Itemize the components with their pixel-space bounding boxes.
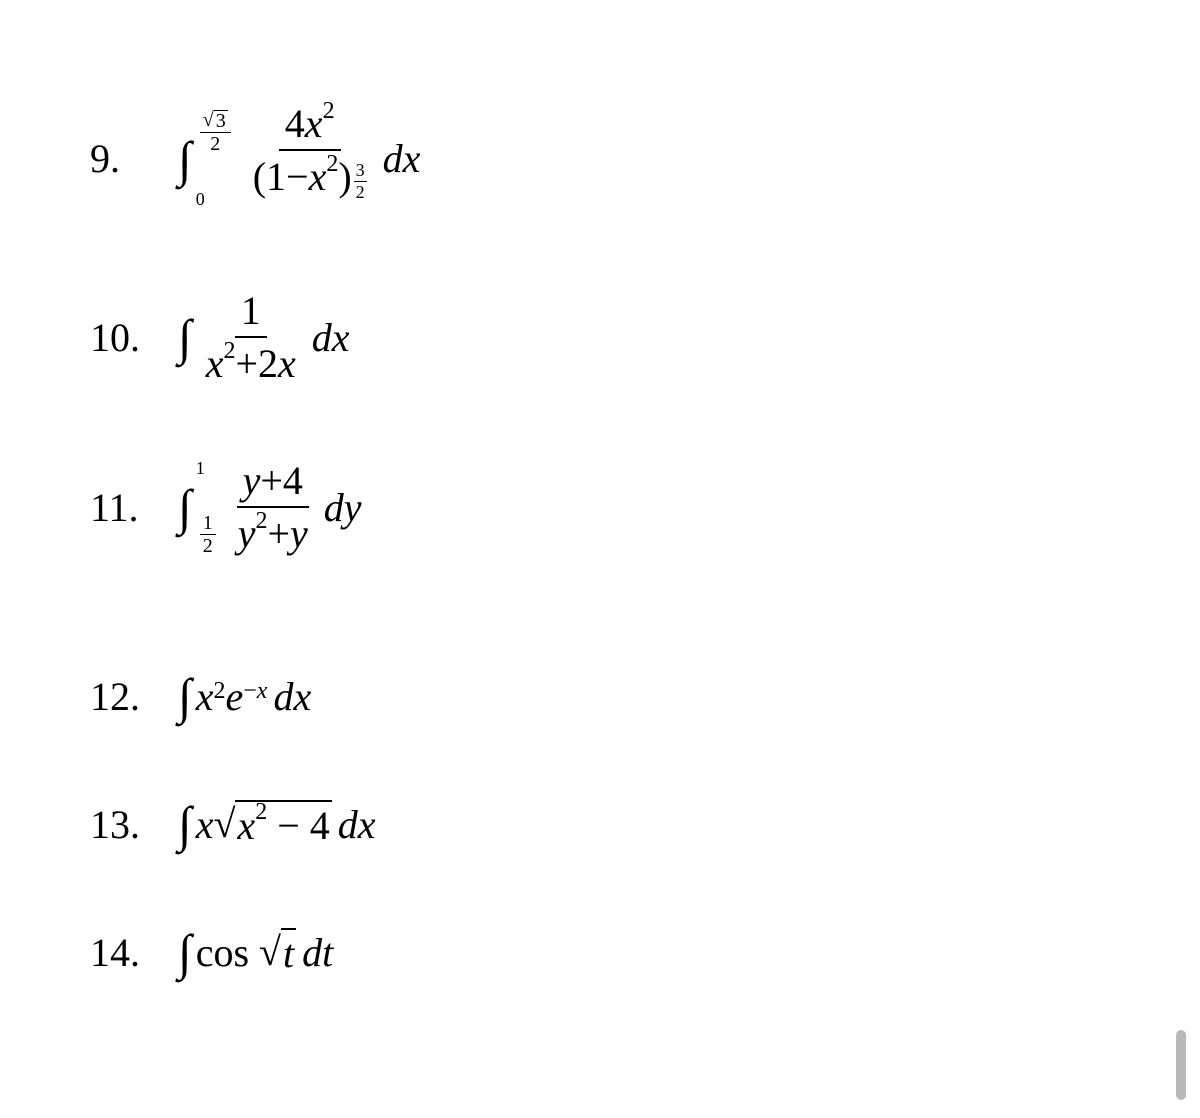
frac-denominator: x2+2x [200, 338, 302, 387]
frac-numerator: 1 [200, 513, 216, 535]
frac-denominator: 2 [200, 535, 216, 556]
scrollbar-thumb[interactable] [1176, 1030, 1186, 1100]
upper-bound-fraction: √ 3 2 [200, 110, 231, 154]
plus-term: +2 [235, 341, 278, 386]
variable-x: x [257, 678, 268, 704]
differential: dx [312, 314, 350, 361]
frac-denominator: y2+y [232, 508, 314, 557]
integral-bounds: 1 1 2 [196, 477, 220, 538]
sqrt-content: t [281, 928, 296, 977]
integral-lower: 0 [196, 190, 235, 208]
plus-sign: + [267, 511, 290, 556]
problem-number: 14. [90, 929, 160, 976]
frac-numerator: 1 [235, 287, 267, 338]
integral-sign: ∫ [178, 130, 192, 188]
variable-x: x [278, 341, 296, 386]
main-fraction: 4x2 (1−x2) 3 2 [247, 100, 373, 217]
sqrt-sign: √ [203, 110, 214, 130]
exponent: 2 [326, 151, 338, 177]
problem-number: 13. [90, 801, 160, 848]
integral-sign: ∫ [178, 667, 192, 725]
variable-x: x [196, 801, 214, 848]
problem-11: 11. ∫ 1 1 2 y+4 y2+y dy [90, 457, 1110, 557]
problem-number: 12. [90, 673, 160, 720]
open-paren: (1− [253, 154, 309, 199]
differential: dt [302, 929, 333, 976]
integral-sign: ∫ [178, 795, 192, 853]
exponent: 2 [255, 508, 267, 534]
integral-sign: ∫ [178, 308, 192, 366]
variable-x: x [305, 101, 323, 146]
differential: dy [324, 484, 362, 531]
problem-10: 10. ∫ 1 x2+2x dx [90, 287, 1110, 387]
math-expression: ∫ 1 1 2 y+4 y2+y dy [178, 457, 362, 557]
euler-e: e [225, 673, 243, 720]
variable-x: x [206, 341, 224, 386]
exponent: 2 [255, 799, 267, 825]
sqrt-content: x2 − 4 [235, 800, 331, 849]
sqrt-content: 3 [214, 110, 228, 131]
lower-bound-fraction: 1 2 [200, 513, 216, 556]
exponent: 2 [223, 338, 235, 364]
problem-number: 10. [90, 314, 160, 361]
math-expression: ∫ 1 x2+2x dx [178, 287, 350, 387]
sqrt-sign: √ [213, 800, 235, 847]
frac-numerator: y+4 [237, 457, 309, 508]
sqrt-expression: √ t [259, 928, 296, 977]
differential: dx [338, 801, 376, 848]
coefficient: 4 [285, 101, 305, 146]
frac-denominator: (1−x2) 3 2 [247, 151, 373, 217]
outer-exponent-fraction: 3 2 [354, 160, 367, 203]
integral-upper: √ 3 2 [196, 110, 235, 154]
problem-number: 11. [90, 484, 160, 531]
exp-frac-den: 2 [354, 182, 367, 203]
minus-sign: − [243, 678, 257, 704]
differential: dx [383, 135, 421, 182]
problem-12: 12. ∫ x2e−x dx [90, 667, 1110, 725]
sqrt-sign: √ [259, 928, 281, 975]
math-expression: ∫ x2e−x dx [178, 667, 311, 725]
problem-number: 9. [90, 135, 160, 182]
problem-13: 13. ∫ x √ x2 − 4 dx [90, 795, 1110, 853]
math-expression: ∫ x √ x2 − 4 dx [178, 795, 376, 853]
sqrt-expression: √ 3 [203, 110, 228, 131]
variable-x: x [237, 803, 255, 848]
integral-sign: ∫ [178, 923, 192, 981]
plus-term: +4 [260, 458, 303, 503]
exponent: 2 [323, 98, 335, 124]
problem-14: 14. ∫ cos √ t dt [90, 923, 1110, 981]
variable-y: y [238, 511, 256, 556]
frac-denominator: 2 [207, 133, 223, 154]
integral-sign: ∫ [178, 478, 192, 536]
cosine-function: cos [196, 929, 249, 976]
integral-upper: 1 [196, 459, 220, 477]
sqrt-expression: √ x2 − 4 [213, 800, 331, 849]
integral-lower: 1 2 [196, 513, 220, 556]
main-fraction: y+4 y2+y [232, 457, 314, 557]
variable-x: x [196, 673, 214, 720]
differential: dx [273, 673, 311, 720]
math-expression: ∫ √ 3 2 0 4x2 (1−x2) [178, 100, 420, 217]
math-expression: ∫ cos √ t dt [178, 923, 333, 981]
exponent-neg-x: −x [243, 678, 267, 705]
exp-frac-num: 3 [354, 160, 367, 182]
close-paren: ) [338, 154, 351, 199]
minus-four: − 4 [267, 803, 330, 848]
main-fraction: 1 x2+2x [200, 287, 302, 387]
exponent: 2 [213, 678, 225, 705]
frac-numerator: 4x2 [279, 100, 341, 151]
variable-x: x [309, 154, 327, 199]
variable-y: y [290, 511, 308, 556]
frac-numerator: √ 3 [200, 110, 231, 133]
variable-y: y [243, 458, 261, 503]
integral-bounds: √ 3 2 0 [196, 128, 235, 190]
problem-9: 9. ∫ √ 3 2 0 4x2 [90, 100, 1110, 217]
